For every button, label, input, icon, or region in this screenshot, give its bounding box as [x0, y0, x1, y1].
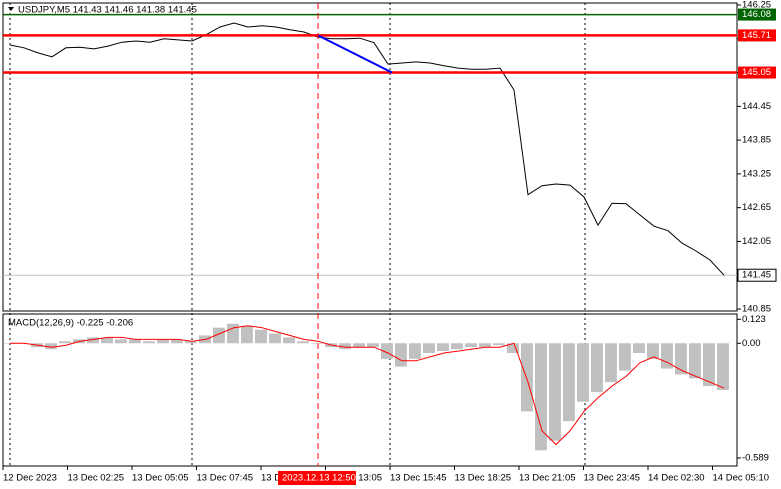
macd-bar [409, 343, 421, 359]
y-tick-label: 142.65 [742, 202, 771, 213]
macd-bar [395, 343, 407, 367]
macd-bar [59, 341, 71, 344]
x-tick-label: 13 Dec 07:45 [197, 473, 254, 484]
macd-bar [185, 341, 197, 344]
x-tick-label: 13 Dec 15:45 [390, 473, 447, 484]
macd-bar [381, 343, 393, 359]
macd-bar [549, 343, 561, 441]
macd-bar [339, 343, 351, 350]
price-line [9, 22, 725, 276]
macd-bar [437, 343, 449, 352]
macd-bar [269, 333, 281, 344]
macd-bar [87, 337, 99, 344]
macd-bar [423, 343, 435, 353]
marker-label: 2023.12.13 12:50 [282, 473, 356, 484]
macd-bar [227, 323, 239, 344]
macd-bar [591, 343, 603, 392]
macd-bar [129, 339, 141, 344]
macd-bar [283, 337, 295, 344]
y-tick-label: 144.45 [742, 101, 771, 112]
macd-bar [493, 343, 505, 346]
macd-bar [633, 343, 645, 353]
macd-bar [3, 343, 15, 344]
macd-bar [605, 343, 617, 383]
price-panel [2, 2, 738, 312]
x-tick-label: 14 Dec 05:10 [713, 473, 770, 484]
macd-bar [157, 339, 169, 344]
x-tick-label: 12 Dec 2023 [3, 473, 57, 484]
macd-bar [101, 337, 113, 344]
macd-bar [703, 343, 715, 387]
y-tick-label: 142.05 [742, 236, 771, 247]
x-tick-label: 13 Dec 18:25 [455, 473, 512, 484]
macd-bar [717, 343, 729, 390]
macd-bar [647, 343, 659, 359]
macd-bar [451, 343, 463, 350]
y-tick-label: 143.85 [742, 135, 771, 146]
macd-bar [661, 343, 673, 369]
macd-bar [675, 343, 687, 375]
macd-bar [479, 343, 491, 348]
y-tick-label: 146.25 [742, 0, 771, 11]
macd-bar [353, 343, 365, 348]
level-label: 145.05 [742, 67, 771, 78]
x-tick-label: 14 Dec 02:30 [648, 473, 705, 484]
macd-bar [115, 339, 127, 344]
macd-bar [689, 343, 701, 379]
signal-line [10, 325, 725, 446]
x-tick-label: 13 Dec 02:25 [68, 473, 125, 484]
y-tick-label: 0.00 [742, 338, 761, 349]
last-price-box [737, 268, 777, 282]
y-tick-label: -0.589 [742, 452, 769, 463]
macd-bar [255, 329, 267, 344]
y-tick-label: 0.123 [742, 314, 766, 325]
macd-title: MACD(12,26,9) -0.225 -0.206 [8, 318, 133, 329]
macd-bar [465, 343, 477, 348]
macd-bar [171, 339, 183, 344]
macd-bar [577, 343, 589, 402]
last-price-label: 141.45 [742, 270, 771, 281]
trend-line [317, 34, 393, 74]
menu-arrow [8, 7, 14, 11]
level-label: 146.08 [742, 9, 771, 20]
chart-title: USDJPY,M5 141.43 141.46 141.38 141.45 [18, 5, 197, 16]
macd-bar [297, 341, 309, 344]
macd-bar [143, 341, 155, 344]
macd-bar [213, 327, 225, 344]
macd-bar [367, 343, 379, 348]
macd-panel [2, 313, 738, 467]
macd-bar [507, 343, 519, 353]
y-tick-label: 143.25 [742, 168, 771, 179]
x-tick-label: 13 Dec 21:05 [519, 473, 576, 484]
level-box [738, 8, 776, 21]
macd-bar [535, 343, 547, 451]
macd-bar [563, 343, 575, 422]
x-tick-label: 13 Dec 23:45 [584, 473, 641, 484]
level-box [738, 29, 776, 42]
macd-bar [311, 343, 323, 344]
x-tick-label: 13 Dec 05:05 [132, 473, 189, 484]
y-tick-label: 140.85 [742, 304, 771, 315]
marker-box [278, 471, 356, 485]
macd-bar [619, 343, 631, 371]
level-box [738, 66, 776, 79]
macd-bar [241, 325, 253, 344]
macd-bar [45, 343, 57, 350]
macd-bar [521, 343, 533, 412]
level-label: 145.71 [742, 30, 771, 41]
